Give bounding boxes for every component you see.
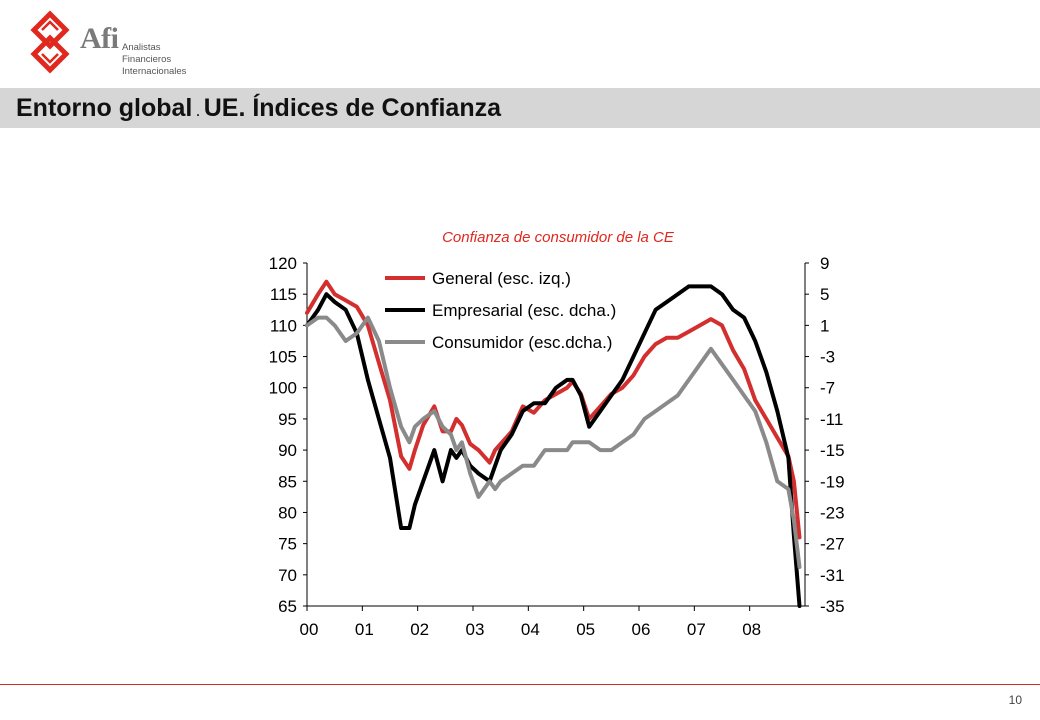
x-tick-label: 08 bbox=[742, 620, 761, 639]
y-right-tick-label: 1 bbox=[820, 316, 829, 335]
y-left-tick-label: 120 bbox=[269, 254, 297, 273]
y-right-tick-label: -23 bbox=[820, 503, 845, 522]
title-bar: Entorno global. UE. Índices de Confianza bbox=[0, 88, 1040, 128]
y-left-tick-label: 70 bbox=[278, 566, 297, 585]
y-left-tick-label: 100 bbox=[269, 379, 297, 398]
y-right-tick-label: -3 bbox=[820, 348, 835, 367]
y-left-tick-label: 85 bbox=[278, 472, 297, 491]
y-right-tick-label: 5 bbox=[820, 285, 829, 304]
y-right-tick-label: -35 bbox=[820, 597, 845, 616]
y-left-tick-label: 110 bbox=[270, 316, 297, 335]
y-right-tick-label: -15 bbox=[820, 441, 845, 460]
series-line-3 bbox=[305, 315, 802, 569]
logo-subtitle-1: Analistas bbox=[122, 42, 161, 53]
page-title-left: Entorno global bbox=[16, 94, 193, 122]
x-tick-label: 00 bbox=[300, 620, 319, 639]
legend-label-3: Consumidor (esc.dcha.) bbox=[432, 333, 612, 352]
afi-logo: Afi Analistas Financieros Internacionale… bbox=[22, 8, 202, 80]
chart-title: Confianza de consumidor de la CE bbox=[442, 229, 674, 246]
y-right-tick-label: 9 bbox=[820, 254, 829, 273]
y-right-tick-label: -27 bbox=[820, 535, 845, 554]
y-right-tick-label: -11 bbox=[820, 410, 843, 429]
series-line-2 bbox=[305, 284, 802, 608]
x-tick-label: 04 bbox=[521, 620, 540, 639]
page-number: 10 bbox=[1008, 693, 1022, 707]
y-left-tick-label: 105 bbox=[269, 348, 297, 367]
page-title-right: UE. Índices de Confianza bbox=[203, 94, 501, 122]
series-line-1 bbox=[305, 279, 802, 540]
legend-label-2: Empresarial (esc. dcha.) bbox=[432, 301, 616, 320]
y-right-tick-label: -31 bbox=[820, 566, 845, 585]
y-left-tick-label: 80 bbox=[278, 503, 297, 522]
x-tick-label: 06 bbox=[632, 620, 651, 639]
x-tick-label: 01 bbox=[355, 620, 374, 639]
y-left-tick-label: 90 bbox=[278, 441, 297, 460]
logo-wordmark: Afi bbox=[80, 22, 119, 55]
y-left-tick-label: 65 bbox=[278, 597, 297, 616]
y-left-tick-label: 95 bbox=[278, 410, 297, 429]
confidence-line-chart: 12011511010510095908580757065951-3-7-11-… bbox=[269, 254, 845, 639]
logo-subtitle-2: Financieros bbox=[122, 54, 172, 65]
y-left-tick-label: 115 bbox=[270, 285, 297, 304]
x-tick-label: 05 bbox=[576, 620, 595, 639]
legend-label-1: General (esc. izq.) bbox=[432, 269, 571, 288]
y-left-tick-label: 75 bbox=[278, 535, 297, 554]
page-title-separator: . bbox=[196, 105, 200, 119]
page-title: Entorno global. UE. Índices de Confianza bbox=[16, 94, 501, 123]
y-right-tick-label: -7 bbox=[820, 379, 835, 398]
logo-subtitle-3: Internacionales bbox=[122, 66, 187, 77]
x-tick-label: 02 bbox=[410, 620, 429, 639]
y-right-tick-label: -19 bbox=[820, 472, 845, 491]
x-tick-label: 03 bbox=[466, 620, 485, 639]
x-tick-label: 07 bbox=[687, 620, 706, 639]
footer-divider bbox=[0, 684, 1040, 685]
logo-mark-icon bbox=[30, 10, 70, 74]
